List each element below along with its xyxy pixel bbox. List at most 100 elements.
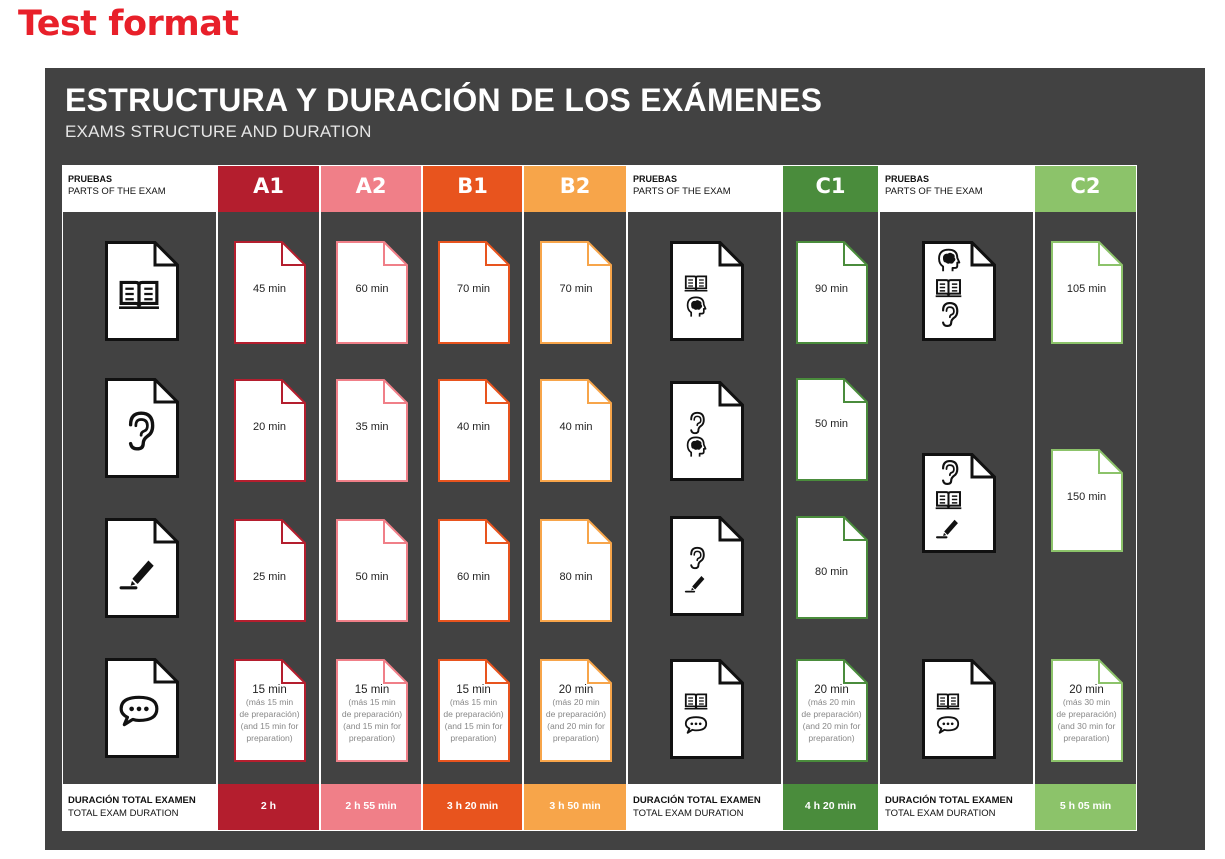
- duration-text: 50 min: [796, 418, 868, 430]
- duration-text: 105 min: [1051, 283, 1123, 295]
- parts-column-a1-b2: PRUEBAS PARTS OF THE EXAM DURACIÓN TOTA: [62, 165, 217, 831]
- duration-text: 20 min (más 20 min de preparación) (and 20 …: [796, 684, 868, 744]
- duration-text: 60 min: [336, 283, 408, 295]
- preparation-note: (más 15 min: [234, 696, 306, 708]
- duration-document: 20 min (más 30 min de preparación) (and 30 …: [1051, 659, 1123, 762]
- total-duration-c2: 5 h 05 min: [1035, 784, 1136, 830]
- part-document: [105, 241, 179, 341]
- part-icon-holder: [115, 410, 163, 452]
- book-icon: [118, 273, 160, 315]
- duration-text: 35 min: [336, 421, 408, 433]
- part-icon-holder: [928, 247, 968, 328]
- level-column-a2: A2 60 min 35 min 50 min 15 min (más 15 mi…: [320, 165, 422, 831]
- total-duration-value: 3 h 20 min: [423, 800, 522, 812]
- parts-header-en: PARTS OF THE EXAM: [68, 186, 166, 197]
- parts-header: PRUEBAS PARTS OF THE EXAM: [628, 166, 781, 212]
- preparation-note: (más 20 min: [540, 696, 612, 708]
- parts-header-es: PRUEBAS: [68, 174, 112, 184]
- part-icon-holder: [115, 550, 163, 592]
- total-duration-value: 4 h 20 min: [783, 800, 878, 812]
- preparation-note: de preparación): [336, 708, 408, 720]
- level-label: C1: [783, 174, 878, 198]
- book-icon: [684, 689, 708, 713]
- book-icon: [935, 274, 962, 301]
- preparation-note: de preparación): [1051, 708, 1123, 720]
- book-icon: [935, 486, 962, 513]
- duration-text: 70 min: [540, 283, 612, 295]
- duration-document: 20 min (más 20 min de preparación) (and 20 …: [796, 659, 868, 762]
- preparation-note: (and 20 min for: [796, 720, 868, 732]
- head-icon: [684, 295, 708, 319]
- duration-document: 20 min (más 20 min de preparación) (and 20 …: [540, 659, 612, 762]
- duration-text: 40 min: [540, 421, 612, 433]
- preparation-note: de preparación): [796, 708, 868, 720]
- duration-document: 150 min: [1051, 449, 1123, 552]
- pen-icon: [935, 513, 962, 540]
- duration-text: 15 min (más 15 min de preparación) (and 15 …: [438, 684, 510, 744]
- duration-text: 150 min: [1051, 491, 1123, 503]
- parts-header-es: PRUEBAS: [633, 174, 677, 184]
- total-duration-c1: 4 h 20 min: [783, 784, 878, 830]
- pen-icon: [684, 570, 708, 594]
- book-icon: [936, 689, 960, 713]
- part-document: [922, 659, 996, 759]
- preparation-note: (más 15 min: [438, 696, 510, 708]
- duration-document: 15 min (más 15 min de preparación) (and 15 …: [234, 659, 306, 762]
- preparation-note: de preparación): [234, 708, 306, 720]
- board-title: ESTRUCTURA Y DURACIÓN DE LOS EXÁMENES: [65, 82, 822, 119]
- part-icon-holder: [676, 546, 716, 594]
- duration-document: 60 min: [438, 519, 510, 622]
- duration-document: 50 min: [336, 519, 408, 622]
- duration-document: 45 min: [234, 241, 306, 344]
- speaking-duration: 20 min: [796, 684, 868, 696]
- total-duration-b1: 3 h 20 min: [423, 784, 522, 830]
- duration-text: 20 min (más 30 min de preparación) (and 30 …: [1051, 684, 1123, 744]
- duration-document: 20 min: [234, 379, 306, 482]
- preparation-note: preparation): [540, 732, 612, 744]
- board-subtitle: EXAMS STRUCTURE AND DURATION: [65, 122, 372, 142]
- part-document: [105, 518, 179, 618]
- part-document: [670, 659, 744, 759]
- preparation-note: (más 15 min: [336, 696, 408, 708]
- duration-document: 50 min: [796, 378, 868, 481]
- total-duration-b2: 3 h 50 min: [524, 784, 626, 830]
- duration-document: 105 min: [1051, 241, 1123, 344]
- parts-header: PRUEBAS PARTS OF THE EXAM: [63, 166, 216, 212]
- ear-icon: [935, 459, 962, 486]
- level-label: B1: [423, 174, 522, 198]
- parts-header-en: PARTS OF THE EXAM: [885, 186, 983, 197]
- parts-header-es: PRUEBAS: [885, 174, 929, 184]
- parts-column-c2: PRUEBAS PARTS OF THE EXAM: [879, 165, 1034, 831]
- total-footer-en: TOTAL EXAM DURATION: [633, 808, 744, 819]
- part-icon-holder: [928, 689, 968, 737]
- pen-icon: [118, 550, 160, 592]
- part-document: [105, 378, 179, 478]
- duration-document: 80 min: [540, 519, 612, 622]
- preparation-note: preparation): [796, 732, 868, 744]
- parts-column-c1: PRUEBAS PARTS OF THE EXAM: [627, 165, 782, 831]
- part-document: [105, 658, 179, 758]
- duration-document: 90 min: [796, 241, 868, 344]
- part-icon-holder: [676, 689, 716, 737]
- duration-document: 15 min (más 15 min de preparación) (and 15 …: [336, 659, 408, 762]
- duration-document: 15 min (más 15 min de preparación) (and 15 …: [438, 659, 510, 762]
- total-duration-value: 5 h 05 min: [1035, 800, 1136, 812]
- part-icon-holder: [676, 411, 716, 459]
- duration-text: 45 min: [234, 283, 306, 295]
- total-duration-value: 2 h 55 min: [321, 800, 421, 812]
- head-icon: [935, 247, 962, 274]
- duration-document: 60 min: [336, 241, 408, 344]
- part-document: [670, 516, 744, 616]
- speaking-duration: 15 min: [336, 684, 408, 696]
- duration-document: 80 min: [796, 516, 868, 619]
- duration-text: 90 min: [796, 283, 868, 295]
- total-footer-es: DURACIÓN TOTAL EXAMEN: [633, 795, 761, 806]
- part-icon-holder: [115, 273, 163, 315]
- duration-text: 15 min (más 15 min de preparación) (and 15 …: [336, 684, 408, 744]
- level-label: A2: [321, 174, 421, 198]
- level-header-a1: A1: [218, 166, 319, 212]
- parts-header-en: PARTS OF THE EXAM: [633, 186, 731, 197]
- book-icon: [684, 271, 708, 295]
- part-document: [922, 241, 996, 341]
- duration-text: 15 min (más 15 min de preparación) (and 15 …: [234, 684, 306, 744]
